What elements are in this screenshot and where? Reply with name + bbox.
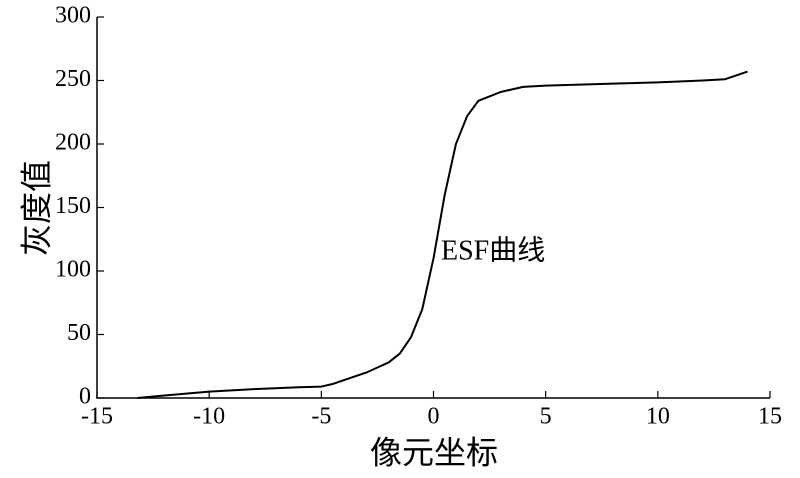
x-tick-label: -5: [311, 404, 331, 430]
y-tick-label: 50: [67, 320, 91, 346]
annotation: ESF曲线: [441, 234, 545, 266]
esf-line: [137, 70, 748, 399]
x-axis-label: 像元坐标: [370, 434, 498, 470]
x-tick-label: -10: [193, 404, 225, 430]
y-axis-label: 灰度值: [18, 160, 54, 256]
x-tick-label: 5: [540, 404, 552, 430]
y-tick-label: 300: [55, 3, 91, 29]
y-tick-label: 150: [55, 193, 91, 219]
y-tick-label: 100: [55, 257, 91, 283]
y-tick-label: 0: [79, 384, 91, 410]
x-tick-label: 10: [646, 404, 670, 430]
x-tick-label: -15: [81, 404, 113, 430]
x-tick-label: 15: [758, 404, 782, 430]
x-tick-label: 0: [428, 404, 440, 430]
y-tick-label: 200: [55, 130, 91, 156]
y-tick-label: 250: [55, 66, 91, 92]
axes: [96, 17, 770, 399]
